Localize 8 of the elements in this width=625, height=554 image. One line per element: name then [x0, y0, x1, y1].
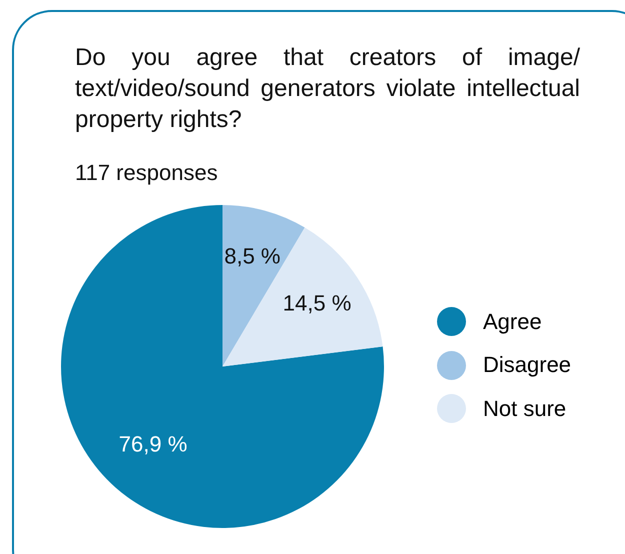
legend-label: Not sure: [483, 396, 566, 422]
chart-subtitle: 117 responses: [75, 160, 218, 186]
legend-label: Agree: [483, 308, 542, 335]
chart-title: Do you agree that creators of image/ text/video/sound generators violate intellectual property rights?: [75, 43, 580, 135]
legend-label: Disagree: [483, 352, 572, 378]
data-label: 76,9 %: [118, 431, 188, 456]
data-label: 8,5 %: [224, 244, 280, 269]
data-label: 14,5 %: [282, 290, 352, 316]
